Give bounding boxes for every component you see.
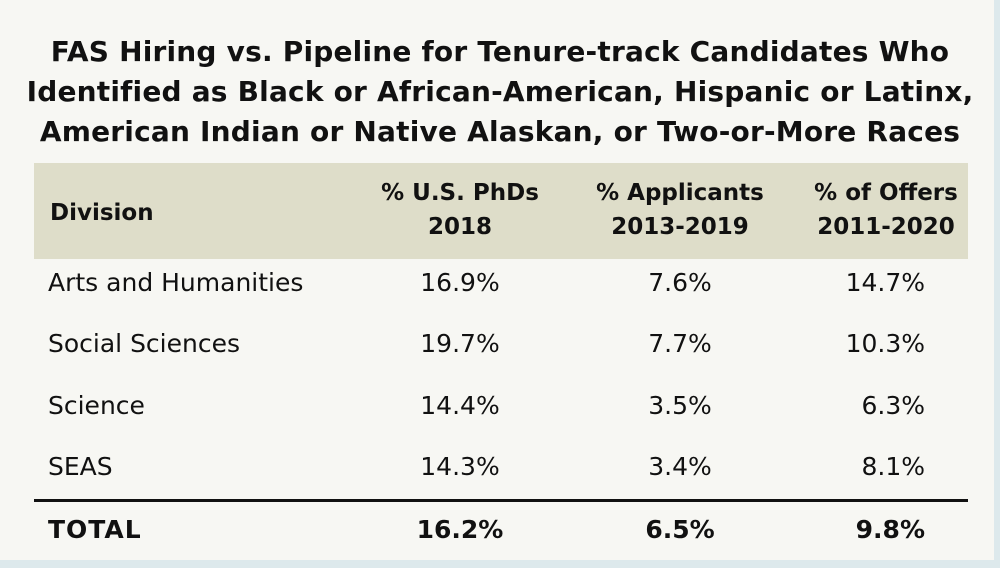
offers-value: 6.3% <box>861 391 925 420</box>
division-name: Social Sciences <box>48 329 241 358</box>
table-header-band <box>34 163 968 259</box>
division-name: SEAS <box>48 452 113 481</box>
applicants-value: 3.4% <box>648 452 712 481</box>
header-applicants: % Applicants 2013-2019 <box>575 176 785 244</box>
applicants-value: 7.6% <box>648 268 712 297</box>
table-row: SEAS 14.3% 3.4% 8.1% <box>0 447 1000 487</box>
table-row: Science 14.4% 3.5% 6.3% <box>0 386 1000 426</box>
applicants-value: 7.7% <box>648 329 712 358</box>
title-line-1: FAS Hiring vs. Pipeline for Tenure-track… <box>50 35 950 68</box>
us-phds-value: 16.9% <box>420 268 500 297</box>
header-division-label: Division <box>50 200 154 226</box>
applicants-value: 3.5% <box>648 391 712 420</box>
offers-value: 10.3% <box>845 329 925 358</box>
header-offers: % of Offers 2011-2020 <box>786 176 986 244</box>
header-us-phds-line1: % U.S. PhDs <box>381 180 539 206</box>
title-line-3: American Indian or Native Alaskan, or Tw… <box>39 115 961 148</box>
header-us-phds: % U.S. PhDs 2018 <box>360 176 560 244</box>
offers-value: 14.7% <box>845 268 925 297</box>
offers-value: 8.1% <box>861 452 925 481</box>
us-phds-value: 14.3% <box>420 452 500 481</box>
table-row: Social Sciences 19.7% 7.7% 10.3% <box>0 324 1000 364</box>
total-row: TOTAL 16.2% 6.5% 9.8% <box>0 510 1000 550</box>
us-phds-value: 14.4% <box>420 391 500 420</box>
header-offers-line1: % of Offers <box>814 180 958 206</box>
title-line-2: Identified as Black or African-American,… <box>26 75 974 108</box>
total-applicants-value: 6.5% <box>645 515 715 544</box>
division-name: Arts and Humanities <box>48 268 304 297</box>
header-us-phds-line2: 2018 <box>427 214 492 240</box>
total-label: TOTAL <box>48 515 142 544</box>
header-offers-line2: 2011-2020 <box>817 214 955 240</box>
table-row: Arts and Humanities 16.9% 7.6% 14.7% <box>0 263 1000 303</box>
header-applicants-line1: % Applicants <box>596 180 764 206</box>
header-division: Division <box>50 196 154 230</box>
chart-title: FAS Hiring vs. Pipeline for Tenure-track… <box>0 32 1000 152</box>
us-phds-value: 19.7% <box>420 329 500 358</box>
total-offers-value: 9.8% <box>855 515 925 544</box>
division-name: Science <box>48 391 145 420</box>
total-divider <box>34 499 968 502</box>
total-us-phds-value: 16.2% <box>416 515 504 544</box>
header-applicants-line2: 2013-2019 <box>611 214 749 240</box>
